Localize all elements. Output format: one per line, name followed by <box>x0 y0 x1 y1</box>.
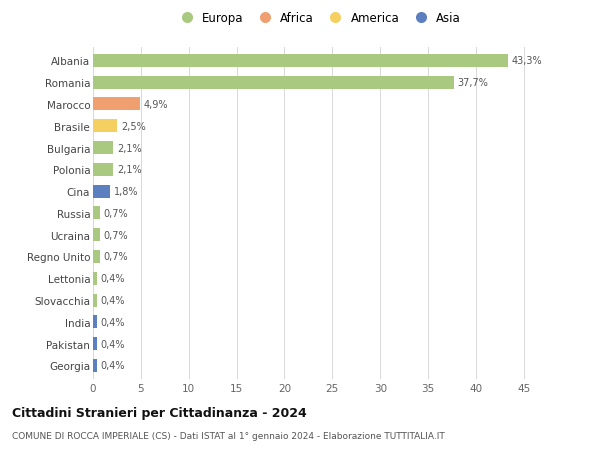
Bar <box>93 142 113 155</box>
Text: 0,4%: 0,4% <box>101 274 125 284</box>
Bar <box>93 185 110 198</box>
Legend: Europa, Africa, America, Asia: Europa, Africa, America, Asia <box>173 10 463 27</box>
Text: 0,7%: 0,7% <box>104 230 128 240</box>
Bar <box>93 316 97 329</box>
Bar <box>93 337 97 350</box>
Text: 0,4%: 0,4% <box>101 339 125 349</box>
Bar <box>93 359 97 372</box>
Bar <box>93 120 117 133</box>
Bar <box>93 272 97 285</box>
Text: 2,1%: 2,1% <box>117 165 142 175</box>
Bar <box>93 98 140 111</box>
Text: 2,1%: 2,1% <box>117 143 142 153</box>
Text: COMUNE DI ROCCA IMPERIALE (CS) - Dati ISTAT al 1° gennaio 2024 - Elaborazione TU: COMUNE DI ROCCA IMPERIALE (CS) - Dati IS… <box>12 431 445 441</box>
Text: 37,7%: 37,7% <box>458 78 488 88</box>
Text: 0,4%: 0,4% <box>101 296 125 305</box>
Text: 2,5%: 2,5% <box>121 122 146 131</box>
Text: 0,7%: 0,7% <box>104 252 128 262</box>
Text: 43,3%: 43,3% <box>511 56 542 66</box>
Bar <box>93 55 508 68</box>
Bar <box>93 294 97 307</box>
Text: 4,9%: 4,9% <box>144 100 168 110</box>
Bar <box>93 251 100 263</box>
Text: 0,7%: 0,7% <box>104 208 128 218</box>
Bar <box>93 207 100 220</box>
Bar <box>93 163 113 176</box>
Bar <box>93 77 454 90</box>
Text: 0,4%: 0,4% <box>101 361 125 370</box>
Bar <box>93 229 100 242</box>
Text: 1,8%: 1,8% <box>114 187 139 197</box>
Text: Cittadini Stranieri per Cittadinanza - 2024: Cittadini Stranieri per Cittadinanza - 2… <box>12 406 307 419</box>
Text: 0,4%: 0,4% <box>101 317 125 327</box>
